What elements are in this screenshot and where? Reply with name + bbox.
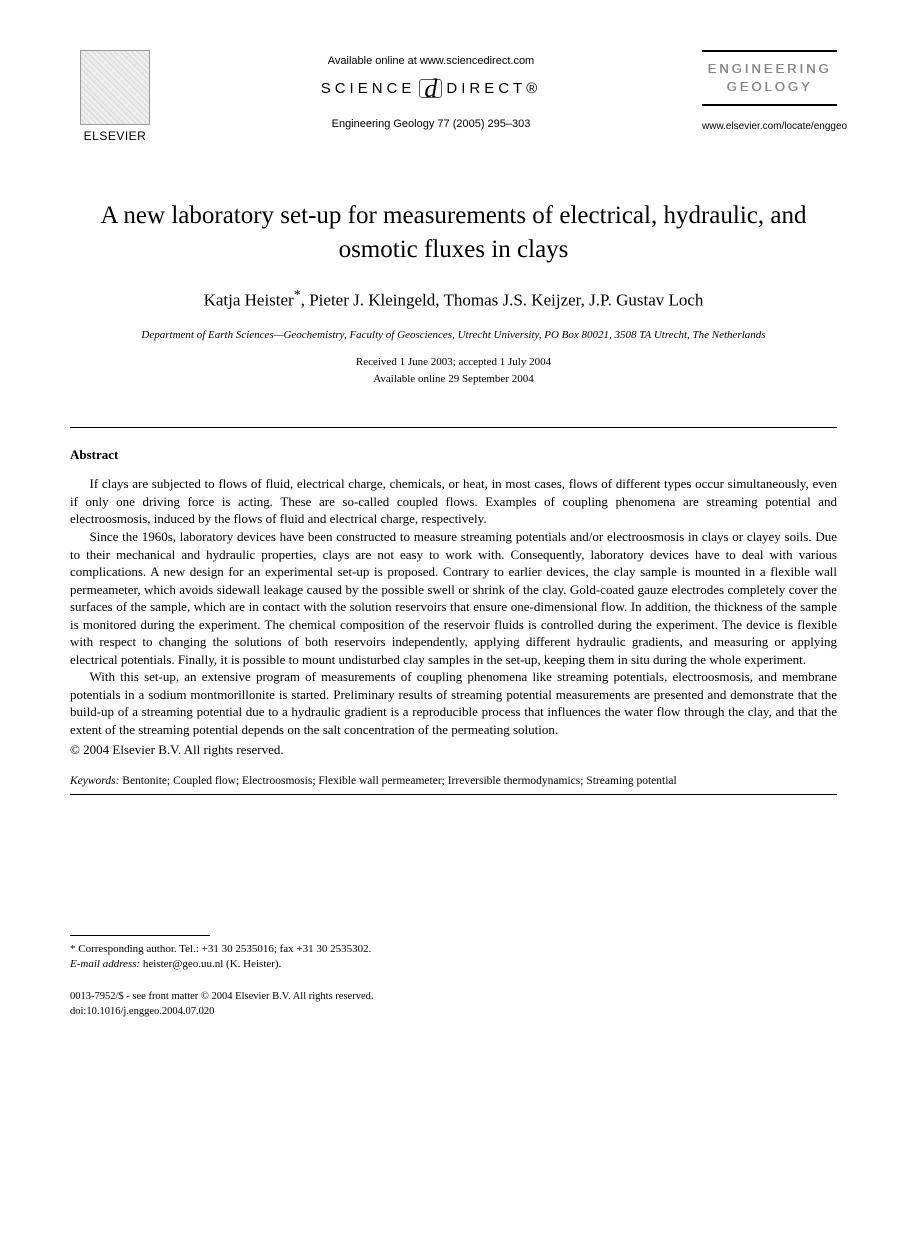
sciencedirect-left: SCIENCE (321, 79, 416, 99)
header-center: Available online at www.sciencedirect.co… (160, 50, 702, 132)
received-accepted-dates: Received 1 June 2003; accepted 1 July 20… (70, 355, 837, 370)
abstract-paragraph-3: With this set-up, an extensive program o… (70, 668, 837, 738)
footnote-block: * Corresponding author. Tel.: +31 30 253… (70, 942, 837, 973)
elsevier-logo-block: ELSEVIER (70, 50, 160, 144)
doi-line: doi:10.1016/j.enggeo.2004.07.020 (70, 1005, 837, 1020)
abstract-paragraph-2: Since the 1960s, laboratory devices have… (70, 528, 837, 668)
divider-before-abstract (70, 427, 837, 428)
sciencedirect-logo: SCIENCE d DIRECT® (321, 79, 542, 99)
keywords-values: Bentonite; Coupled flow; Electroosmosis;… (119, 775, 676, 787)
available-online-date: Available online 29 September 2004 (70, 372, 837, 387)
header-right: ENGINEERING GEOLOGY www.elsevier.com/loc… (702, 50, 837, 134)
sciencedirect-right: DIRECT® (446, 79, 541, 99)
journal-title-line2: GEOLOGY (706, 78, 833, 96)
footnote-rule (70, 935, 210, 936)
corresponding-mark: * (294, 288, 301, 303)
article-title: A new laboratory set-up for measurements… (100, 199, 807, 267)
author-1: Katja Heister (204, 290, 294, 309)
footer-spacer (70, 795, 837, 935)
abstract-heading: Abstract (70, 446, 837, 464)
elsevier-label: ELSEVIER (84, 128, 147, 144)
keywords-label: Keywords: (70, 775, 119, 787)
email-value: heister@geo.uu.nl (K. Heister). (140, 958, 281, 970)
sciencedirect-at-icon: d (419, 79, 442, 98)
email-label: E-mail address: (70, 958, 140, 970)
journal-title-box: ENGINEERING GEOLOGY (702, 50, 837, 106)
journal-url: www.elsevier.com/locate/enggeo (702, 120, 837, 134)
email-footnote: E-mail address: heister@geo.uu.nl (K. He… (70, 957, 837, 972)
keywords-line: Keywords: Bentonite; Coupled flow; Elect… (70, 774, 837, 790)
citation-line: Engineering Geology 77 (2005) 295–303 (332, 117, 531, 132)
bottom-block: 0013-7952/$ - see front matter © 2004 El… (70, 990, 837, 1019)
abstract-paragraph-1: If clays are subjected to flows of fluid… (70, 475, 837, 528)
corresponding-author-footnote: * Corresponding author. Tel.: +31 30 253… (70, 942, 837, 957)
affiliation: Department of Earth Sciences—Geochemistr… (70, 328, 837, 343)
authors-line: Katja Heister*, Pieter J. Kleingeld, Tho… (70, 287, 837, 313)
available-online-text: Available online at www.sciencedirect.co… (328, 54, 534, 69)
copyright-line: © 2004 Elsevier B.V. All rights reserved… (70, 741, 837, 759)
header-row: ELSEVIER Available online at www.science… (70, 50, 837, 144)
elsevier-tree-icon (80, 50, 150, 125)
authors-rest: , Pieter J. Kleingeld, Thomas J.S. Keijz… (301, 290, 704, 309)
front-matter-line: 0013-7952/$ - see front matter © 2004 El… (70, 990, 837, 1005)
journal-title-line1: ENGINEERING (706, 60, 833, 78)
